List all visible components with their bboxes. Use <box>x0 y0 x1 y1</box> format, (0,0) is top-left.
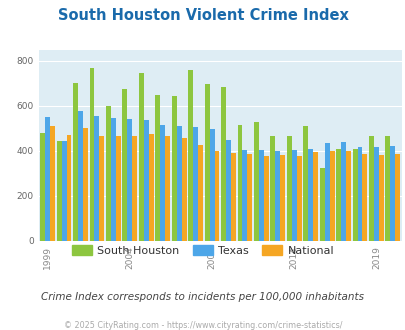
Bar <box>394 154 399 241</box>
Bar <box>247 154 252 241</box>
Bar <box>312 152 317 241</box>
Bar <box>176 126 181 241</box>
Bar <box>214 151 219 241</box>
Bar <box>324 143 329 241</box>
Bar <box>62 141 66 241</box>
Bar <box>57 141 62 241</box>
Bar <box>335 148 340 241</box>
Bar <box>132 136 137 241</box>
Bar <box>319 168 324 241</box>
Bar <box>50 126 55 241</box>
Bar <box>237 125 242 241</box>
Bar <box>90 68 94 241</box>
Bar <box>303 126 307 241</box>
Bar <box>373 148 378 241</box>
Bar <box>83 128 87 241</box>
Bar <box>230 153 235 241</box>
Bar <box>143 120 148 241</box>
Bar <box>345 151 350 241</box>
Bar <box>209 129 214 241</box>
Bar <box>78 112 83 241</box>
Bar <box>106 106 111 241</box>
Bar <box>296 156 301 241</box>
Bar <box>155 94 160 241</box>
Bar <box>270 136 275 241</box>
Bar <box>171 96 176 241</box>
Bar <box>357 148 362 241</box>
Bar <box>165 136 170 241</box>
Text: Crime Index corresponds to incidents per 100,000 inhabitants: Crime Index corresponds to incidents per… <box>41 292 364 302</box>
Bar <box>340 142 345 241</box>
Bar <box>198 145 202 241</box>
Bar <box>352 148 357 241</box>
Bar <box>226 140 230 241</box>
Bar <box>45 117 50 241</box>
Bar <box>221 87 226 241</box>
Bar <box>286 136 291 241</box>
Bar <box>204 84 209 241</box>
Bar <box>111 118 115 241</box>
Bar <box>94 116 99 241</box>
Bar <box>385 136 390 241</box>
Bar <box>139 73 143 241</box>
Bar <box>66 135 71 241</box>
Bar <box>368 136 373 241</box>
Text: South Houston Violent Crime Index: South Houston Violent Crime Index <box>58 8 347 23</box>
Text: © 2025 CityRating.com - https://www.cityrating.com/crime-statistics/: © 2025 CityRating.com - https://www.city… <box>64 321 341 330</box>
Bar <box>279 155 284 241</box>
Legend: South Houston, Texas, National: South Houston, Texas, National <box>67 241 338 260</box>
Bar <box>362 154 367 241</box>
Bar <box>390 146 394 241</box>
Bar <box>254 121 258 241</box>
Bar <box>307 148 312 241</box>
Bar <box>378 155 383 241</box>
Bar <box>242 150 247 241</box>
Bar <box>73 83 78 241</box>
Bar <box>291 150 296 241</box>
Bar <box>193 127 198 241</box>
Bar <box>122 89 127 241</box>
Bar <box>263 156 268 241</box>
Bar <box>329 151 334 241</box>
Bar <box>188 70 193 241</box>
Bar <box>40 133 45 241</box>
Bar <box>148 134 153 241</box>
Bar <box>160 125 165 241</box>
Bar <box>258 150 263 241</box>
Bar <box>127 119 132 241</box>
Bar <box>275 151 279 241</box>
Bar <box>115 136 120 241</box>
Bar <box>181 139 186 241</box>
Bar <box>99 136 104 241</box>
